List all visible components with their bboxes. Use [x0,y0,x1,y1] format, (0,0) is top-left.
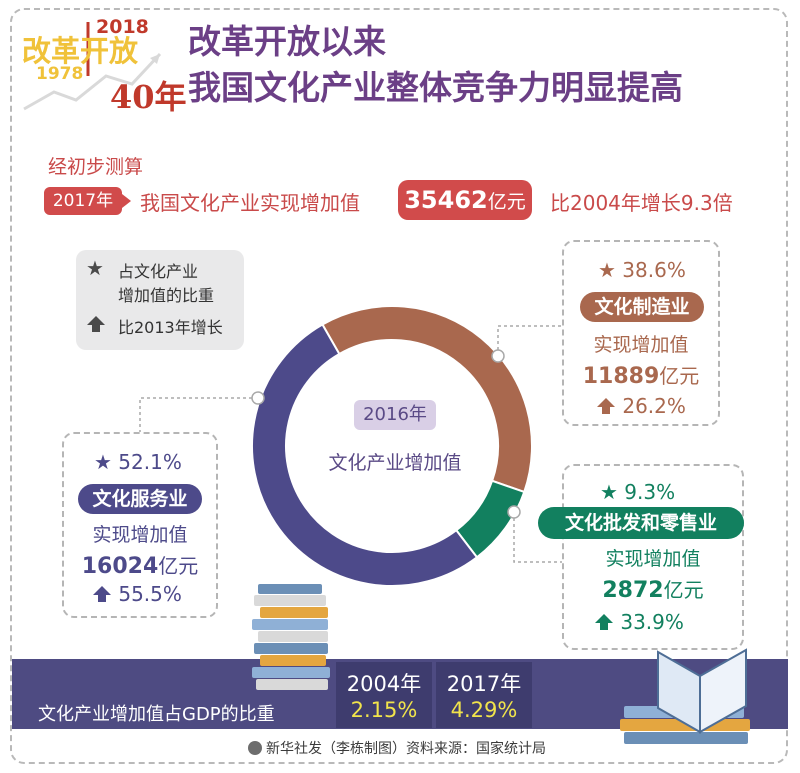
up-arrow-icon [86,314,106,338]
page-title-line1: 改革开放以来 [188,22,386,61]
card-manufacturing-caption: 实现增加值 [593,334,689,356]
card-wholesale-value: 2872亿元 [602,578,704,603]
book-stack-illustration [252,584,330,690]
card-manufacturing-name: 文化制造业 [580,292,704,322]
gdp-year1: 2004年 [346,672,422,696]
logo-year-start: 1978 [36,64,84,84]
gdp-year1-box [336,662,432,728]
dashed-frame [10,8,788,764]
intro-growth: 比2004年增长9.3倍 [550,191,733,215]
star-icon: ★ [598,258,623,282]
logo-year-end: 2018 [96,16,149,38]
dot-services [251,391,265,405]
connector-services [139,397,258,432]
connector-manufacturing [497,325,562,356]
total-value-unit: 亿元 [487,191,526,213]
card-services-share: ★ 52.1% [94,450,182,474]
total-value-number: 35462 [404,186,488,214]
up-arrow-icon [597,398,615,414]
star-icon: ★ [86,256,104,280]
card-services: ★ 52.1% 文化服务业 实现增加值 16024亿元 55.5% [62,432,218,618]
legend-box: ★ 占文化产业 增加值的比重 比2013年增长 [76,250,244,350]
legend-star-text-2: 增加值的比重 [118,286,215,305]
gdp-value1: 2.15% [350,698,418,722]
donut-slice-0 [321,305,533,494]
card-wholesale-share: ★ 9.3% [600,480,676,504]
up-arrow-icon [93,586,111,602]
card-wholesale-name: 文化批发和零售业 [538,507,744,539]
card-wholesale-caption: 实现增加值 [605,548,701,570]
dot-wholesale [507,505,521,519]
trend-arrow-icon [23,22,162,111]
card-manufacturing-share: ★ 38.6% [598,258,686,282]
card-wholesale: ★ 9.3% [562,464,744,650]
year-pill-arrow [122,194,131,208]
card-services-growth: 55.5% [92,582,182,606]
gdp-year2-box [436,662,532,728]
intro-sentence: 我国文化产业实现增加值 [140,191,360,215]
year-pill: 2017年 [44,187,122,215]
legend-arrow-text: 比2013年增长 [118,318,223,337]
total-value-pill: 35462亿元 [398,180,532,220]
donut-slice-2 [251,323,479,587]
card-manufacturing-growth: 26.2% [596,394,686,418]
connector-wholesale [513,512,562,563]
card-services-value: 16024亿元 [81,554,199,579]
gdp-value2: 4.29% [450,698,518,722]
xinhua-logo-icon [248,741,262,755]
card-manufacturing: ★ 38.6% 文化制造业 实现增加值 11889亿元 26.2% [562,240,720,426]
logo-years: 40年 [110,78,187,116]
card-manufacturing-value: 11889亿元 [582,364,700,389]
anniversary-logo: 改革开放 2018 1978 40年 [14,14,187,116]
star-icon: ★ [94,450,119,474]
card-services-name: 文化服务业 [78,484,202,514]
logo-text: 改革开放 [22,34,139,68]
star-icon: ★ [600,480,625,504]
dot-manufacturing [491,349,505,363]
up-arrow-icon [595,614,613,630]
card-services-caption: 实现增加值 [92,524,188,546]
center-label: 文化产业增加值 [328,452,462,474]
credit-line: 新华社发（李栋制图）资料来源：国家统计局 [248,738,546,758]
gdp-label: 文化产业增加值占GDP的比重 [38,704,275,725]
center-year-pill: 2016年 [354,400,436,430]
gdp-year2: 2017年 [446,672,522,696]
card-wholesale-growth: 33.9% [594,610,684,634]
page-title-line2: 我国文化产业整体竞争力明显提高 [188,68,683,107]
legend-star-text-1: 占文化产业 [118,262,199,281]
open-book-illustration [620,648,750,744]
intro-note: 经初步测算 [48,156,144,178]
